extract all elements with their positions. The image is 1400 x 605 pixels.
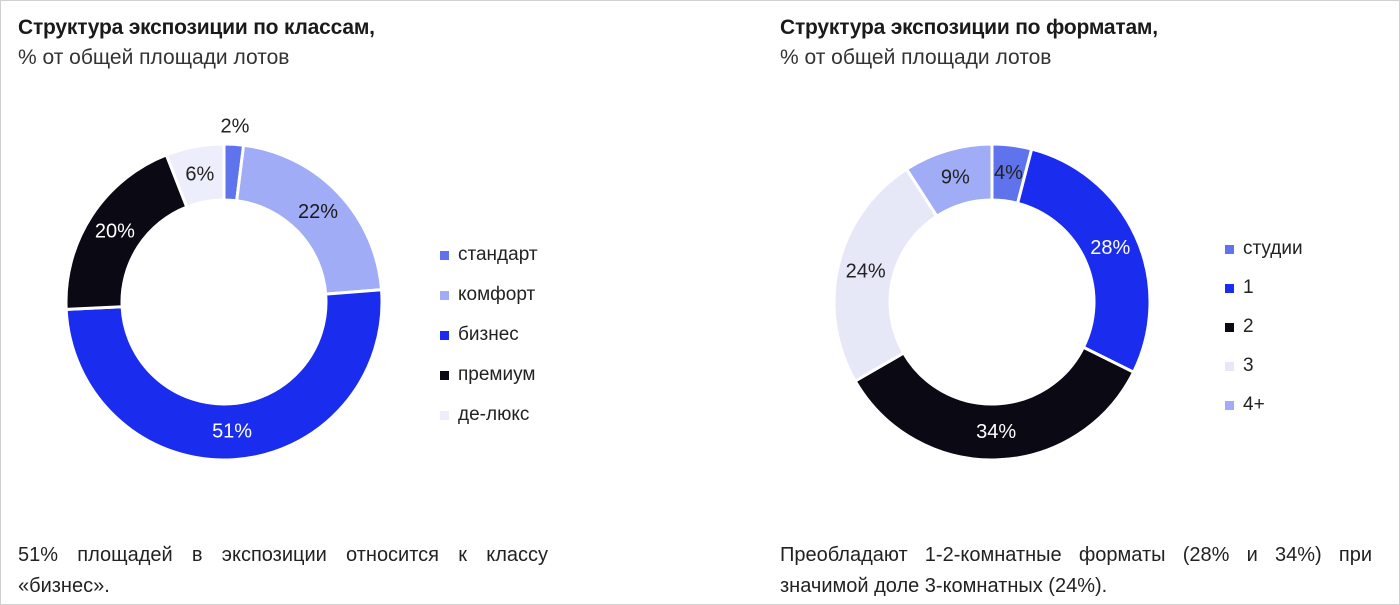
donut-chart-formats: 4% 28% 34% 24% 9% — [832, 142, 1152, 462]
legend-swatch — [1225, 401, 1234, 410]
chart-panel-classes: Структура экспозиции по классам, % от об… — [18, 16, 548, 597]
donut-slice-4plus-room — [904, 142, 994, 219]
legend-item-comfort: комфорт — [440, 284, 538, 324]
chart-panel-formats: Структура экспозиции по форматам, % от о… — [760, 0, 1400, 605]
legend-swatch — [440, 411, 449, 420]
slice-label-1-room: 28% — [1090, 237, 1130, 259]
donut-slice-deluxe — [164, 142, 226, 209]
legend-swatch — [440, 371, 449, 380]
legend-item-2-room: 2 — [1225, 316, 1303, 355]
slice-label-standard: 2% — [220, 115, 249, 137]
chart-title: Структура экспозиции по форматам, — [780, 16, 1158, 39]
slice-label-3-room: 24% — [846, 260, 886, 282]
chart-legend: стандарт комфорт бизнес премиум де-люкс — [440, 244, 538, 444]
legend-item-3-room: 3 — [1225, 355, 1303, 394]
legend-label: 3 — [1243, 355, 1254, 376]
slice-label-business: 51% — [212, 421, 252, 443]
legend-label: 1 — [1243, 277, 1254, 298]
chart-legend: студии 1 2 3 4+ — [1225, 238, 1303, 433]
legend-swatch — [1225, 323, 1234, 332]
slice-label-comfort: 22% — [298, 201, 338, 223]
legend-swatch — [440, 251, 449, 260]
legend-label: бизнес — [458, 324, 519, 345]
legend-label: комфорт — [458, 284, 536, 305]
chart-note: Преобладают 1-2-комнатные форматы (28% и… — [780, 544, 1372, 597]
donut-slice-business — [64, 288, 384, 462]
legend-swatch — [1225, 245, 1234, 254]
legend-swatch — [1225, 284, 1234, 293]
legend-item-4plus-room: 4+ — [1225, 394, 1303, 433]
legend-label: де-люкс — [458, 404, 530, 425]
donut-slice-2-room — [853, 345, 1136, 462]
slice-label-2-room: 34% — [976, 421, 1016, 443]
slice-label-studio: 4% — [994, 162, 1023, 184]
legend-swatch — [1225, 362, 1234, 371]
slice-label-premium: 20% — [95, 220, 135, 242]
legend-label: студии — [1243, 238, 1303, 259]
slice-label-4plus-room: 9% — [941, 166, 970, 188]
legend-item-premium: премиум — [440, 364, 538, 404]
legend-item-deluxe: де-люкс — [440, 404, 538, 444]
chart-note: 51% площадей в экспозиции относится к кл… — [18, 544, 548, 597]
donut-chart-classes: 2% 22% 51% 20% 6% — [64, 115, 384, 462]
legend-item-business: бизнес — [440, 324, 538, 364]
legend-label: премиум — [458, 364, 536, 385]
legend-item-studio: студии — [1225, 238, 1303, 277]
slice-label-deluxe: 6% — [185, 163, 214, 185]
legend-label: стандарт — [458, 244, 538, 265]
legend-label: 4+ — [1243, 394, 1265, 415]
legend-item-1-room: 1 — [1225, 277, 1303, 316]
legend-swatch — [440, 331, 449, 340]
legend-item-standard: стандарт — [440, 244, 538, 284]
legend-label: 2 — [1243, 316, 1254, 337]
chart-title: Структура экспозиции по классам, — [18, 16, 375, 39]
legend-swatch — [440, 291, 449, 300]
chart-subtitle: % от общей площади лотов — [780, 46, 1052, 69]
donut-slice-1-room — [1015, 147, 1152, 375]
chart-subtitle: % от общей площади лотов — [18, 46, 290, 69]
